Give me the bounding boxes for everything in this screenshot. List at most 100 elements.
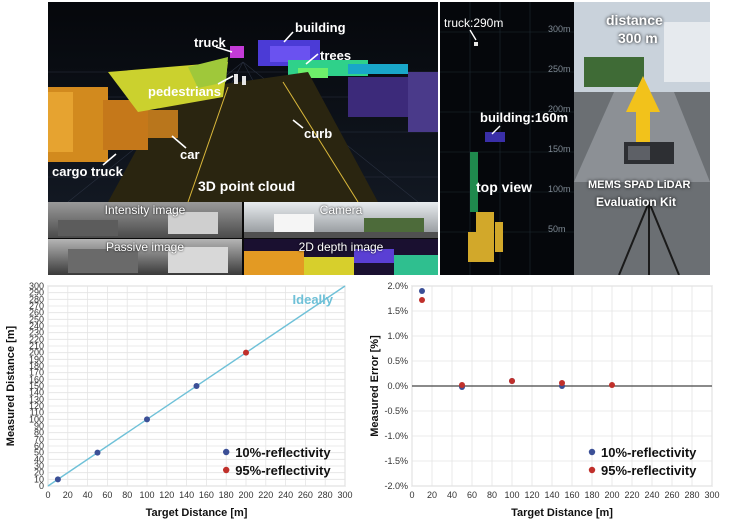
camera-thumbnail: Camera (244, 202, 438, 238)
range-tick-label: 250m (548, 64, 571, 74)
y-tick-label: 60 (34, 441, 44, 451)
camera-photo: distance 300 m MEMS SPAD LiDAR Evaluatio… (574, 2, 710, 275)
passive-thumbnail: Passive image (48, 239, 242, 275)
x-tick-label: 140 (544, 490, 559, 500)
truck-distance-label: truck:290m (444, 16, 504, 30)
y-tick-label: 160 (29, 374, 44, 384)
measured-error-chart: 0 20 40 60 80 100 120 140 160 180 200 220 240 260 280 3… (369, 281, 720, 519)
x-tick-label: 300 (704, 490, 719, 500)
x-tick-label: 160 (199, 490, 214, 500)
ideal-line-label: Ideally (293, 292, 334, 307)
data-point (609, 382, 615, 388)
intensity-thumbnail: Intensity image (48, 202, 242, 238)
x-tick-label: 100 (504, 490, 519, 500)
y-tick-label: 20 (34, 468, 44, 478)
range-tick-label: 200m (548, 104, 571, 114)
data-point (243, 349, 249, 356)
legend-marker (223, 466, 230, 474)
range-tick-label: 50m (548, 224, 566, 234)
y-tick-label: 80 (34, 428, 44, 438)
y-tick-label: 150 (29, 381, 44, 391)
y-tick-label: 140 (29, 388, 44, 398)
x-tick-label: 220 (258, 490, 273, 500)
sensor-thumbnails: Intensity image Camera Passive image 2D … (48, 202, 438, 275)
x-axis-title: Target Distance [m] (511, 507, 613, 519)
legend-marker (588, 466, 596, 474)
point-cloud-graphic (48, 2, 438, 202)
y-tick-label: 10 (34, 474, 44, 484)
y-axis-title: Measured Distance [m] (5, 325, 17, 446)
y-tick-label: 110 (30, 408, 44, 418)
depth-thumbnail: 2D depth image (244, 239, 438, 275)
legend-entry: 95%-reflectivity (235, 463, 331, 478)
y-tick-label: 290 (29, 288, 44, 298)
x-tick-label: 120 (159, 490, 174, 500)
data-point (94, 449, 101, 456)
y-tick-label: 130 (29, 394, 44, 404)
y-tick-label: 210 (29, 341, 44, 351)
top-view-graphic (440, 2, 574, 275)
legend-marker (588, 448, 596, 456)
x-tick-label: 180 (219, 490, 234, 500)
top-view-title: top view (476, 179, 533, 195)
depth-image-label: 2D depth image (298, 240, 384, 254)
y-tick-label: 1.0% (387, 331, 408, 341)
x-axis-title: Target Distance [m] (146, 507, 248, 519)
y-tick-label: -1.5% (384, 456, 408, 466)
x-tick-label: 60 (467, 490, 477, 500)
data-point (54, 476, 61, 483)
x-tick-label: 240 (278, 490, 293, 500)
data-point (419, 297, 425, 303)
y-tick-label: -2.0% (384, 481, 408, 491)
cargo-truck-label: cargo truck (52, 164, 123, 179)
x-tick-label: 40 (447, 490, 457, 500)
range-tick-label: 100m (548, 184, 571, 194)
y-tick-label: 2.0% (387, 281, 408, 291)
trees-label: trees (320, 48, 352, 63)
y-tick-label: 190 (29, 354, 44, 364)
kit-label-line1: MEMS SPAD LiDAR (588, 179, 691, 191)
camera-photo-graphic (574, 2, 710, 275)
y-tick-label: 270 (29, 301, 44, 311)
x-tick-label: 120 (524, 490, 539, 500)
camera-label: Camera (319, 203, 363, 217)
y-tick-label: 170 (29, 368, 44, 378)
building-label: building (295, 20, 346, 35)
x-tick-label: 0 (409, 490, 414, 500)
x-tick-label: 200 (238, 490, 253, 500)
y-tick-label: 40 (34, 454, 44, 464)
y-tick-label: 1.5% (387, 306, 408, 316)
y-tick-label: 30 (34, 461, 44, 471)
y-tick-label: 240 (29, 321, 44, 331)
x-tick-label: 60 (102, 490, 112, 500)
truck-label: truck (194, 35, 226, 50)
y-tick-label: 0.5% (387, 356, 408, 366)
x-tick-label: 280 (684, 490, 699, 500)
range-tick-label: 150m (548, 144, 571, 154)
data-point (509, 378, 515, 384)
y-tick-label: -1.0% (384, 431, 408, 441)
y-tick-label: 0.0% (387, 381, 408, 391)
x-tick-label: 40 (83, 490, 93, 500)
y-tick-label: 200 (29, 348, 44, 358)
kit-label-line2: Evaluation Kit (596, 195, 677, 209)
x-tick-label: 180 (584, 490, 599, 500)
x-tick-label: 200 (604, 490, 619, 500)
y-tick-label: 120 (29, 401, 44, 411)
y-tick-label: 70 (34, 434, 44, 444)
x-tick-label: 0 (45, 490, 50, 500)
y-tick-label: 280 (29, 294, 44, 304)
data-point (459, 382, 465, 388)
measured-distance-chart: 0 20 40 60 80 100 120 140 160 180 200 220 240 260 280 3… (5, 281, 353, 519)
pedestrians-label: pedestrians (148, 84, 221, 99)
point-cloud-image: truck building trees pedestrians curb ca… (48, 2, 438, 202)
x-tick-label: 160 (564, 490, 579, 500)
top-view-image: truck:290m building:160m top view 300m 2… (440, 2, 574, 275)
data-point (559, 380, 565, 386)
x-tick-label: 260 (298, 490, 313, 500)
y-tick-label: 0 (39, 481, 44, 491)
y-tick-label: 220 (29, 334, 44, 344)
x-tick-label: 300 (337, 490, 352, 500)
legend-entry: 95%-reflectivity (601, 463, 697, 478)
y-tick-label: 100 (29, 414, 44, 424)
